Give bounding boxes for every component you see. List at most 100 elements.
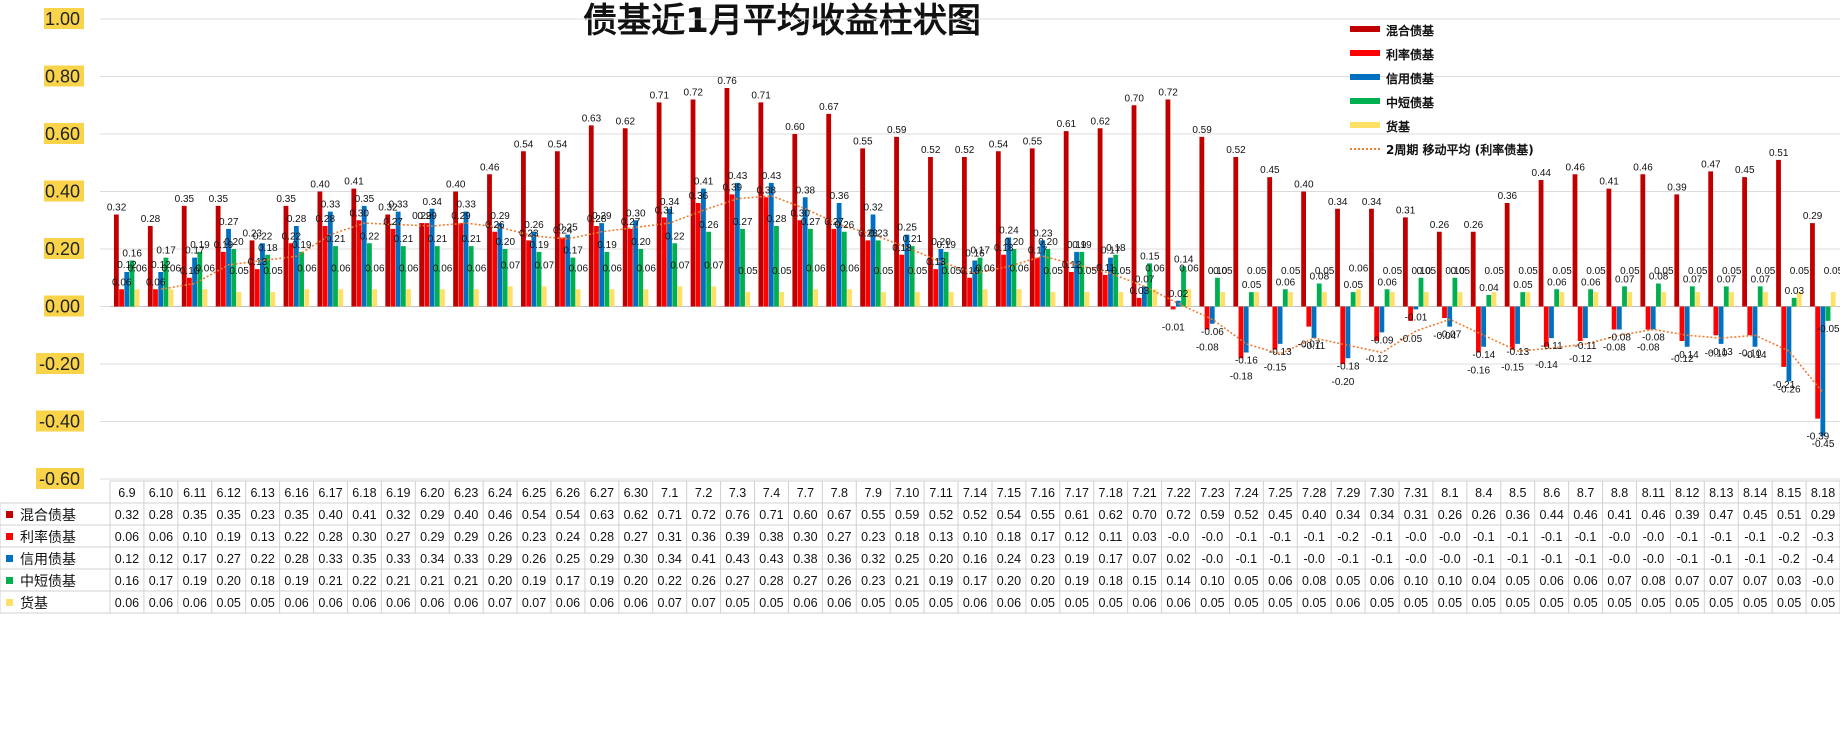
table-cell: 0.30 (352, 530, 376, 544)
bar (1186, 289, 1192, 307)
data-label: -0.26 (1778, 384, 1801, 395)
bar (385, 214, 391, 307)
data-label: 0.29 (417, 211, 437, 222)
table-cell: 0.16 (115, 574, 139, 588)
bar (1374, 306, 1380, 341)
table-category: 6.16 (284, 486, 308, 500)
bar (1622, 286, 1627, 307)
table-cell: 0.41 (691, 552, 715, 566)
bar (797, 220, 803, 307)
data-label: 0.41 (344, 177, 364, 188)
table-category: 8.5 (1509, 486, 1526, 500)
data-label: 0.18 (1106, 243, 1126, 254)
table-category: 7.10 (895, 486, 919, 500)
bar (351, 188, 357, 307)
bar (638, 249, 644, 307)
table-cell: 0.17 (183, 552, 207, 566)
bar (768, 182, 774, 307)
data-label: 0.41 (1599, 177, 1619, 188)
data-label: 0.11 (1096, 263, 1115, 274)
table-cell: 0.06 (1166, 596, 1190, 610)
table-cell: 0.31 (1404, 508, 1428, 522)
bar (1238, 306, 1244, 359)
table-cell: -0.1 (1575, 530, 1597, 544)
data-label: 0.18 (994, 243, 1014, 254)
table-category: 6.23 (454, 486, 478, 500)
bar (1181, 266, 1186, 307)
data-label: 0.05 (1213, 266, 1233, 277)
bar (327, 211, 333, 307)
data-label: -0.13 (1506, 347, 1529, 358)
data-label: 0.03 (1785, 286, 1805, 297)
bar (322, 226, 328, 307)
data-label: 0.39 (1667, 182, 1687, 193)
y-axis-ticks: 1.00 0.80 0.60 0.40 0.20 0.00 -0.20 -0.40 -0.60 (36, 8, 84, 489)
table-cell: 0.06 (1132, 596, 1156, 610)
bar (536, 251, 542, 307)
data-label: 0.06 (569, 263, 589, 274)
legend-swatch (1350, 98, 1380, 104)
table-cell: 0.07 (691, 596, 715, 610)
bar (701, 188, 706, 307)
data-label: 0.17 (1028, 246, 1048, 257)
y-tick-label: -0.20 (39, 354, 80, 374)
data-label: 0.05 (1484, 266, 1504, 277)
table-cell: 0.06 (352, 596, 376, 610)
table-category: 8.6 (1543, 486, 1560, 500)
table-cell: 0.21 (318, 574, 342, 588)
data-label: -0.14 (1472, 350, 1495, 361)
table-cell: 0.52 (963, 508, 987, 522)
data-label: 0.05 (1790, 266, 1810, 277)
table-cell: 0.55 (861, 508, 885, 522)
bar (1640, 174, 1646, 307)
table-cell: 0.05 (929, 596, 953, 610)
table-cell: 0.03 (1777, 574, 1801, 588)
data-label: 0.35 (209, 194, 229, 205)
bar (1282, 289, 1288, 307)
data-label: 0.40 (446, 180, 466, 191)
legend-swatch (1350, 122, 1380, 128)
data-label: 0.17 (156, 246, 176, 257)
trendline (160, 194, 1824, 394)
data-label: 0.19 (292, 240, 312, 251)
data-label: 0.40 (1294, 180, 1314, 191)
table-cell: -0.1 (1575, 552, 1597, 566)
table-cell: 0.27 (386, 530, 410, 544)
bar (1810, 223, 1815, 307)
bar (1408, 306, 1413, 321)
bar (1204, 306, 1210, 330)
bar (458, 223, 464, 307)
bar (163, 257, 169, 307)
table-cell: 0.40 (1302, 508, 1326, 522)
table-cell: 0.05 (1268, 596, 1292, 610)
data-label: 0.08 (1649, 272, 1669, 283)
table-cell: 0.32 (115, 508, 139, 522)
bar (962, 157, 967, 307)
bar (531, 231, 537, 307)
table-cell: 0.23 (861, 530, 885, 544)
bar (943, 251, 949, 307)
bar (231, 249, 237, 307)
bar (1554, 289, 1560, 307)
table-cell: 0.05 (1472, 596, 1496, 610)
bar (124, 272, 130, 307)
data-label: 0.06 (1179, 263, 1199, 274)
bar (1645, 306, 1651, 330)
data-label: 0.21 (326, 234, 346, 245)
bar (1045, 249, 1051, 307)
table-cell: 0.08 (1302, 574, 1326, 588)
table-cell: 0.20 (624, 574, 648, 588)
data-label: 0.07 (1615, 274, 1635, 285)
table-cell: 0.17 (556, 574, 580, 588)
bar (807, 228, 813, 307)
bar (667, 208, 672, 307)
data-label: 0.07 (670, 260, 690, 271)
bar (831, 228, 837, 307)
table-category: 7.18 (1099, 486, 1123, 500)
table-category: 7.4 (763, 486, 780, 500)
data-label: 0.10 (1208, 266, 1228, 277)
data-label: 0.06 (603, 263, 623, 274)
bar (1708, 171, 1714, 307)
data-label: 0.20 (631, 237, 651, 248)
